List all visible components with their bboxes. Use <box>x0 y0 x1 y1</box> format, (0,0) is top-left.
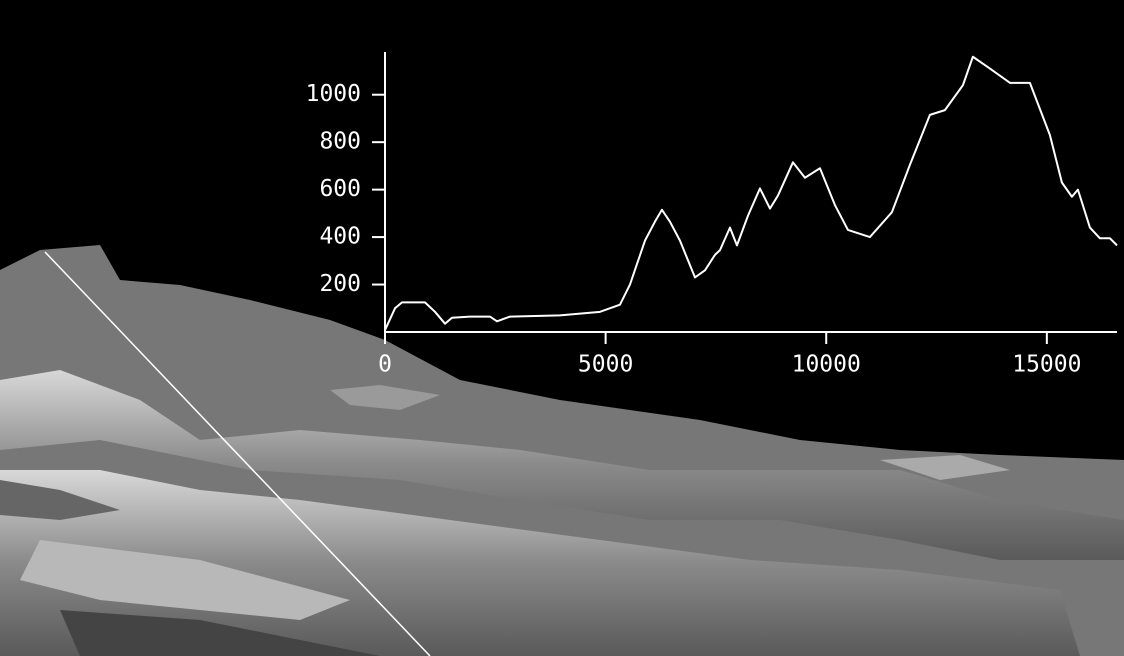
y-tick-label: 400 <box>319 224 361 250</box>
x-tick-label: 0 <box>378 352 392 378</box>
y-tick-label: 1000 <box>306 81 361 107</box>
x-tick-label: 10000 <box>792 352 861 378</box>
x-tick-label: 5000 <box>578 352 633 378</box>
terrain <box>0 245 1124 656</box>
screen: 2004006008001000050001000015000 <box>0 0 1124 656</box>
y-tick-label: 200 <box>319 271 361 297</box>
x-tick-label: 15000 <box>1012 352 1081 378</box>
y-tick-label: 800 <box>319 129 361 155</box>
profile-line <box>385 57 1117 330</box>
y-tick-label: 600 <box>319 176 361 202</box>
